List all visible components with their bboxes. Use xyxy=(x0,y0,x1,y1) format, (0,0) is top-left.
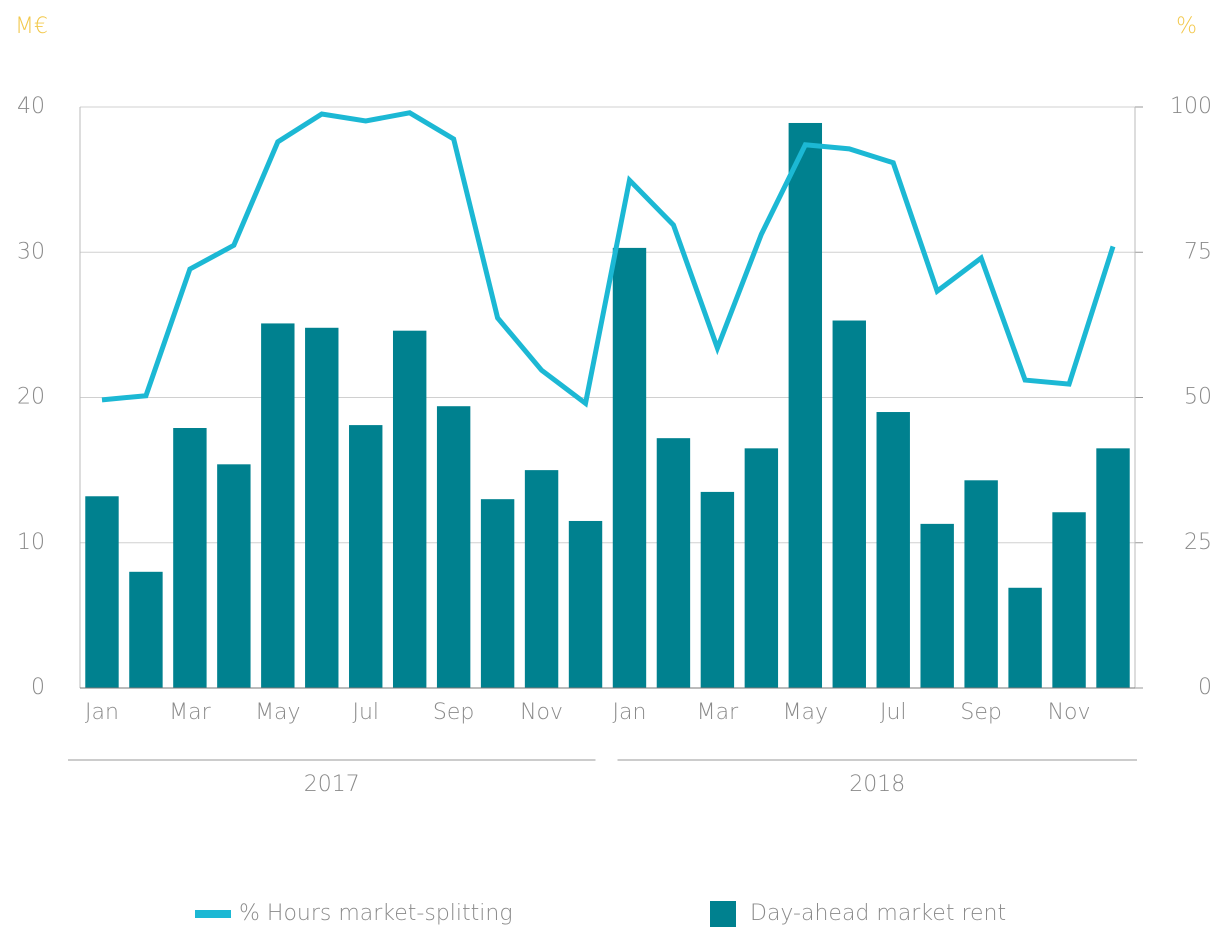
bar xyxy=(920,523,954,688)
x-tick-label: Jul xyxy=(880,700,907,725)
bar xyxy=(876,412,910,688)
bar xyxy=(261,323,295,688)
group-label: 2017 xyxy=(304,772,360,797)
x-tick-label: Jan xyxy=(613,700,647,725)
y-axis-unit: M€ xyxy=(15,14,48,39)
bar xyxy=(1096,448,1130,688)
x-tick-label: Nov xyxy=(520,700,563,725)
y2-axis-unit: % xyxy=(1176,14,1197,39)
bar xyxy=(392,330,427,688)
line xyxy=(101,110,1116,408)
bar xyxy=(832,320,866,688)
x-tick-label: May xyxy=(255,700,300,725)
x-tick-label: Nov xyxy=(1048,700,1091,725)
y2-tick-label: 0 xyxy=(1198,675,1212,700)
bar xyxy=(788,122,823,689)
bar xyxy=(129,571,163,688)
bar xyxy=(964,480,998,688)
bar xyxy=(436,406,471,688)
group-label: 2018 xyxy=(849,772,905,797)
legend-swatch xyxy=(710,901,736,927)
x-tick-label: Jan xyxy=(85,700,119,725)
legend-label: Day-ahead market rent xyxy=(750,901,1006,926)
y-tick-label: 0 xyxy=(31,675,45,700)
y2-tick-label: 75 xyxy=(1184,239,1212,264)
y-tick-label: 40 xyxy=(17,94,45,119)
bar xyxy=(1052,512,1086,688)
x-tick-label: Mar xyxy=(697,700,739,725)
y-tick-label: 20 xyxy=(17,385,45,410)
bar xyxy=(524,470,559,688)
x-tick-label: Sep xyxy=(433,700,474,725)
legend-label: % Hours market-splitting xyxy=(239,901,513,926)
y-tick-label: 10 xyxy=(17,530,45,555)
bar xyxy=(656,438,691,688)
x-tick-label: May xyxy=(783,700,828,725)
x-tick-label: Sep xyxy=(960,700,1001,725)
x-tick-label: Jul xyxy=(352,700,379,725)
bar xyxy=(700,491,735,688)
y2-tick-label: 100 xyxy=(1170,94,1212,119)
bar xyxy=(1008,587,1042,688)
y2-tick-label: 50 xyxy=(1184,385,1212,410)
bar xyxy=(480,499,515,688)
y-tick-label: 30 xyxy=(17,239,45,264)
y2-tick-label: 25 xyxy=(1184,530,1212,555)
bar xyxy=(568,520,603,688)
bar xyxy=(305,327,339,688)
bar xyxy=(217,464,251,688)
bar xyxy=(85,496,119,688)
bar xyxy=(744,448,779,688)
bar xyxy=(173,428,207,688)
bar xyxy=(349,425,383,688)
x-tick-label: Mar xyxy=(169,700,211,725)
bar xyxy=(612,247,647,688)
